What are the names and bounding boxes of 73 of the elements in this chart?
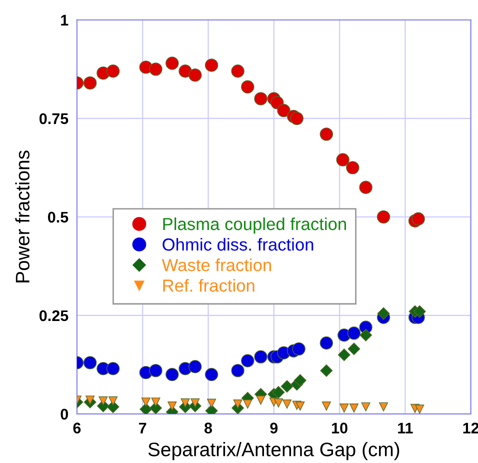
point <box>412 212 425 226</box>
point <box>361 402 370 412</box>
legend-label: Ref. fraction <box>163 279 254 292</box>
point <box>280 380 294 393</box>
point <box>141 398 150 407</box>
point <box>360 328 372 342</box>
x-tick-label: 7 <box>139 422 146 434</box>
point <box>277 104 290 118</box>
point <box>83 356 97 370</box>
point <box>149 364 162 378</box>
point <box>376 210 390 224</box>
point <box>254 92 268 106</box>
point <box>188 360 202 374</box>
point <box>348 342 360 356</box>
point <box>188 68 202 82</box>
point <box>98 396 108 406</box>
point <box>377 307 390 320</box>
point <box>338 348 350 362</box>
point <box>168 402 177 411</box>
point <box>254 350 268 364</box>
x-tick-label: 11 <box>398 422 413 434</box>
legend-label: Waste fraction <box>162 258 271 272</box>
point <box>243 400 252 409</box>
point <box>349 403 358 413</box>
legend-label: Plasma coupled fraction <box>163 217 346 234</box>
point <box>347 326 361 340</box>
legend-label: Ohmic diss. fraction <box>162 238 314 251</box>
point <box>180 398 190 408</box>
point <box>256 396 266 405</box>
point <box>108 396 118 406</box>
y-tick-label: 0.75 <box>39 113 68 124</box>
point <box>346 161 360 174</box>
point <box>292 342 306 356</box>
point <box>231 64 244 78</box>
point <box>106 64 120 78</box>
point <box>282 400 292 409</box>
x-tick-label: 10 <box>332 422 348 434</box>
point <box>296 402 305 411</box>
point <box>231 364 244 378</box>
y-tick-label: 1 <box>61 14 68 26</box>
point <box>204 58 218 72</box>
point <box>415 404 424 414</box>
point <box>274 398 284 408</box>
point <box>379 402 388 412</box>
point <box>359 180 372 194</box>
x-tick-label: 6 <box>73 422 81 434</box>
point <box>322 402 331 411</box>
point <box>290 112 304 126</box>
point <box>83 76 97 90</box>
point <box>166 56 179 70</box>
y-tick-label: 0.25 <box>39 310 68 322</box>
point <box>413 305 426 318</box>
point <box>340 403 349 413</box>
y-axis-title: Power fractions <box>15 150 30 282</box>
x-tick-label: 9 <box>270 422 278 434</box>
x-axis-title: Separatrix/Antenna Gap (cm) <box>148 442 400 460</box>
point <box>166 368 179 382</box>
x-tick-label: 8 <box>204 422 212 434</box>
point <box>320 336 334 350</box>
point <box>241 80 254 94</box>
point <box>336 153 350 166</box>
y-tick-label: 0.5 <box>48 212 68 223</box>
point <box>320 364 333 377</box>
point <box>320 128 334 141</box>
point <box>241 354 254 368</box>
point <box>151 398 160 407</box>
point <box>149 62 162 76</box>
point <box>204 368 218 382</box>
y-tick-label: 0 <box>60 408 68 420</box>
point <box>106 362 120 376</box>
point <box>272 386 285 398</box>
point <box>294 374 306 387</box>
point <box>207 398 216 408</box>
